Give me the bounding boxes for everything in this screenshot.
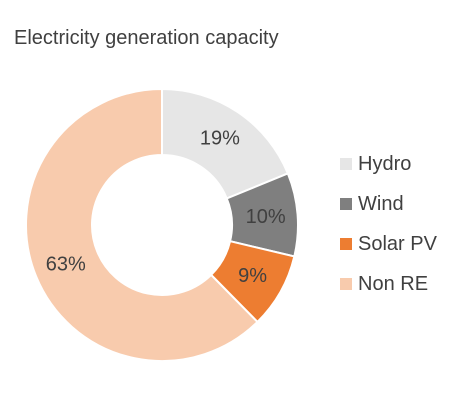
- legend-item-solar-pv: Solar PV: [340, 224, 437, 264]
- legend-label-hydro: Hydro: [358, 152, 412, 175]
- slice-label-solar-pv: 9%: [238, 265, 267, 287]
- legend-label-wind: Wind: [358, 192, 404, 215]
- legend-label-non-re: Non RE: [358, 272, 429, 295]
- legend-swatch-solar-pv: [340, 238, 352, 250]
- slice-non-re: [25, 87, 259, 362]
- slice-hydro: [161, 87, 290, 200]
- legend-item-wind: Wind: [340, 184, 437, 224]
- donut-slices: [25, 87, 299, 362]
- legend: Hydro Wind Solar PV Non RE: [340, 144, 437, 304]
- slice-label-wind: 10%: [246, 206, 286, 228]
- legend-swatch-wind: [340, 198, 352, 210]
- slice-label-non-re: 63%: [46, 253, 86, 275]
- legend-swatch-non-re: [340, 278, 352, 290]
- legend-item-non-re: Non RE: [340, 264, 437, 304]
- chart-title: Electricity generation capacity: [14, 27, 279, 49]
- slice-labels: 19% 10% 9% 63%: [46, 128, 286, 287]
- slice-label-hydro: 19%: [200, 128, 240, 150]
- legend-item-hydro: Hydro: [340, 144, 437, 184]
- legend-label-solar-pv: Solar PV: [358, 232, 437, 255]
- legend-swatch-hydro: [340, 158, 352, 170]
